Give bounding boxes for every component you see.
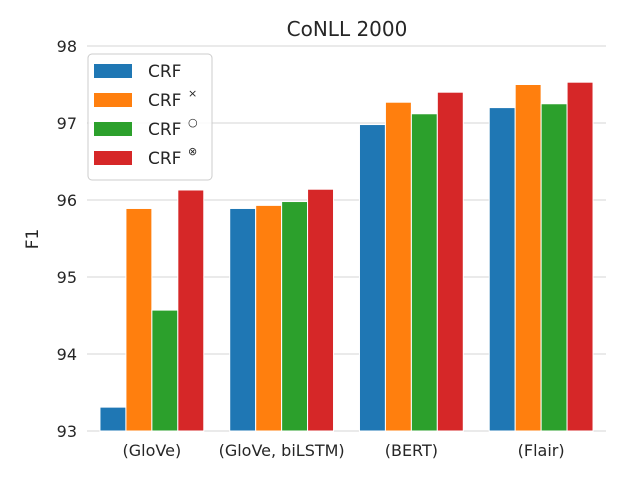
bar — [307, 188, 335, 432]
x-tick-label: (GloVe, biLSTM) — [219, 441, 345, 460]
bars — [99, 81, 594, 432]
y-tick-label: 96 — [57, 191, 77, 210]
bar — [540, 103, 568, 432]
x-tick-label: (BERT) — [385, 441, 438, 460]
legend-label-superscript: ⊗ — [188, 145, 197, 158]
legend-swatch — [94, 64, 132, 78]
y-tick-label: 95 — [57, 268, 77, 287]
legend: CRF CRF × CRF ○ CRF ⊗ — [87, 53, 213, 181]
bar — [488, 107, 516, 432]
y-tick-label: 94 — [57, 345, 77, 364]
bar — [151, 309, 179, 432]
bar — [436, 91, 464, 432]
chart-title: CoNLL 2000 — [287, 17, 408, 41]
bar — [177, 189, 205, 432]
y-tick-label: 93 — [57, 422, 77, 441]
bar — [410, 113, 438, 432]
legend-label-superscript: × — [188, 87, 197, 100]
x-tick-labels: (GloVe) (GloVe, biLSTM) (BERT) (Flair) — [123, 441, 565, 460]
legend-label: CRF — [148, 91, 181, 111]
bar — [358, 124, 386, 432]
bar — [125, 207, 153, 432]
bar — [255, 204, 283, 432]
bar — [514, 84, 542, 432]
y-axis-label: F1 — [23, 229, 43, 250]
bar — [99, 406, 127, 432]
bar — [566, 81, 594, 432]
y-tick-labels: 93 94 95 96 97 98 — [57, 37, 77, 441]
legend-label: CRF — [148, 62, 181, 82]
legend-frame — [87, 53, 213, 181]
y-tick-label: 97 — [57, 114, 77, 133]
legend-swatch — [94, 122, 132, 136]
x-tick-label: (Flair) — [518, 441, 565, 460]
bar — [384, 101, 412, 432]
legend-swatch — [94, 93, 132, 107]
x-tick-label: (GloVe) — [123, 441, 182, 460]
legend-swatch — [94, 151, 132, 165]
legend-label-superscript: ○ — [188, 116, 198, 129]
bar — [281, 201, 309, 432]
legend-label: CRF — [148, 149, 181, 169]
legend-label: CRF — [148, 120, 181, 140]
bar — [229, 207, 257, 432]
y-tick-label: 98 — [57, 37, 77, 56]
